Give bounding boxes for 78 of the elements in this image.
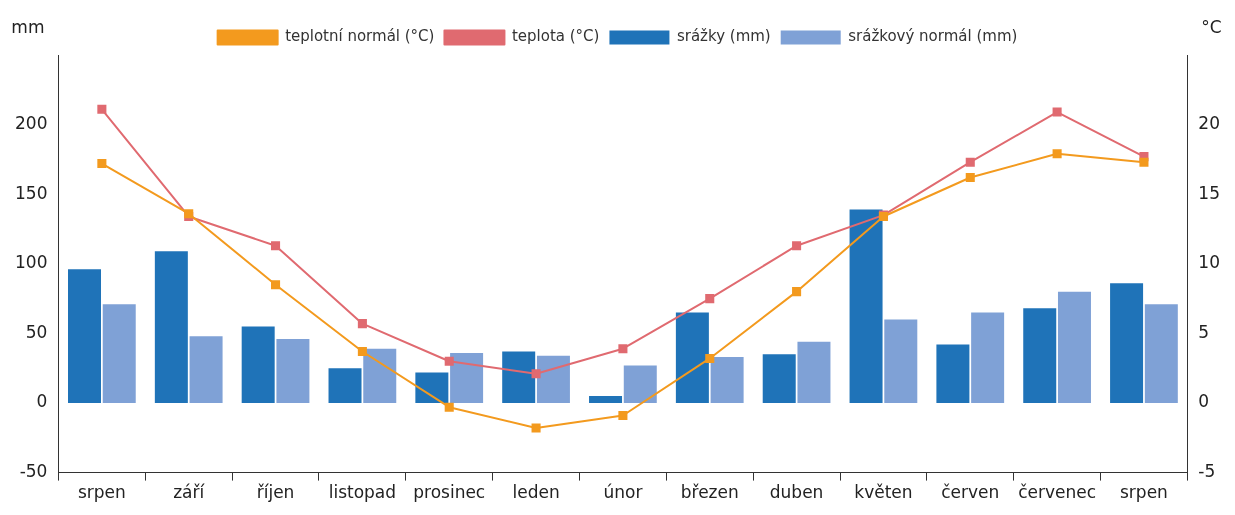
y-tick-label: 150 bbox=[14, 182, 48, 203]
bar bbox=[884, 319, 918, 403]
y-axis-title: mm bbox=[11, 16, 45, 37]
x-tick-label: listopad bbox=[328, 482, 397, 503]
point bbox=[705, 294, 715, 304]
point bbox=[97, 159, 107, 169]
x-tick-label: srpen bbox=[1120, 482, 1168, 503]
y2-tick-label: -5 bbox=[1198, 461, 1216, 482]
point bbox=[531, 369, 541, 379]
bar bbox=[363, 348, 397, 403]
y2-tick-label: 15 bbox=[1198, 182, 1221, 203]
legend-label: srážkový normál (mm) bbox=[848, 27, 1018, 46]
bar bbox=[241, 326, 275, 403]
y-tick-label: 100 bbox=[14, 252, 48, 273]
x-tick-label: září bbox=[173, 482, 206, 503]
bar bbox=[276, 338, 310, 403]
point bbox=[1139, 157, 1149, 167]
x-tick-label: srpen bbox=[77, 482, 126, 503]
x-tick-label: únor bbox=[603, 482, 643, 503]
bar bbox=[450, 352, 484, 403]
legend-label: teplotní normál (°C) bbox=[285, 27, 435, 46]
y-tick-label: 0 bbox=[36, 391, 48, 412]
y-tick-label: 50 bbox=[25, 321, 48, 342]
y-tick-label: 200 bbox=[14, 113, 48, 134]
point bbox=[965, 157, 975, 167]
bar bbox=[154, 251, 188, 403]
bar bbox=[1144, 304, 1178, 403]
legend-label: srážky (mm) bbox=[676, 27, 771, 46]
bar bbox=[849, 209, 883, 403]
point bbox=[271, 241, 281, 251]
bar bbox=[623, 365, 657, 403]
y2-tick-label: 20 bbox=[1198, 113, 1221, 134]
point bbox=[618, 344, 628, 354]
point bbox=[97, 104, 107, 114]
x-tick-label: říjen bbox=[256, 482, 295, 503]
y2-tick-label: 10 bbox=[1198, 252, 1221, 273]
bar bbox=[1110, 283, 1144, 403]
bar bbox=[797, 341, 831, 403]
point bbox=[531, 423, 541, 433]
y2-axis-title: °C bbox=[1201, 16, 1222, 37]
point bbox=[1052, 107, 1062, 117]
point bbox=[792, 287, 802, 297]
y2-tick-label: 0 bbox=[1198, 391, 1210, 412]
point bbox=[271, 280, 281, 290]
bar bbox=[68, 269, 101, 403]
x-tick-label: březen bbox=[680, 482, 739, 503]
bar bbox=[1023, 308, 1057, 403]
y-tick-label: -50 bbox=[19, 461, 48, 482]
point bbox=[618, 410, 628, 421]
bar bbox=[502, 351, 536, 403]
bar bbox=[936, 344, 970, 403]
bar bbox=[102, 304, 136, 403]
bar bbox=[328, 368, 362, 403]
point bbox=[444, 402, 454, 412]
point bbox=[444, 356, 454, 366]
x-tick-label: červen bbox=[941, 482, 1000, 503]
bar bbox=[189, 336, 223, 403]
point bbox=[357, 319, 367, 329]
bar bbox=[1057, 291, 1091, 403]
x-tick-label: duben bbox=[769, 482, 824, 503]
x-tick-label: prosinec bbox=[413, 482, 486, 503]
point bbox=[792, 241, 802, 251]
legend-label: teplota (°C) bbox=[511, 27, 600, 46]
bar bbox=[536, 355, 570, 403]
x-tick-label: leden bbox=[512, 482, 560, 503]
bar bbox=[589, 396, 623, 403]
bar bbox=[415, 372, 449, 403]
x-tick-label: květen bbox=[854, 482, 913, 503]
x-tick-label: červenec bbox=[1018, 482, 1097, 503]
bar bbox=[971, 312, 1005, 403]
point bbox=[1052, 149, 1062, 159]
point bbox=[357, 346, 367, 357]
bar bbox=[762, 354, 796, 403]
point bbox=[705, 353, 715, 363]
bar bbox=[710, 357, 744, 403]
bar bbox=[675, 312, 709, 403]
point bbox=[965, 172, 975, 183]
y2-tick-label: 5 bbox=[1198, 321, 1210, 342]
